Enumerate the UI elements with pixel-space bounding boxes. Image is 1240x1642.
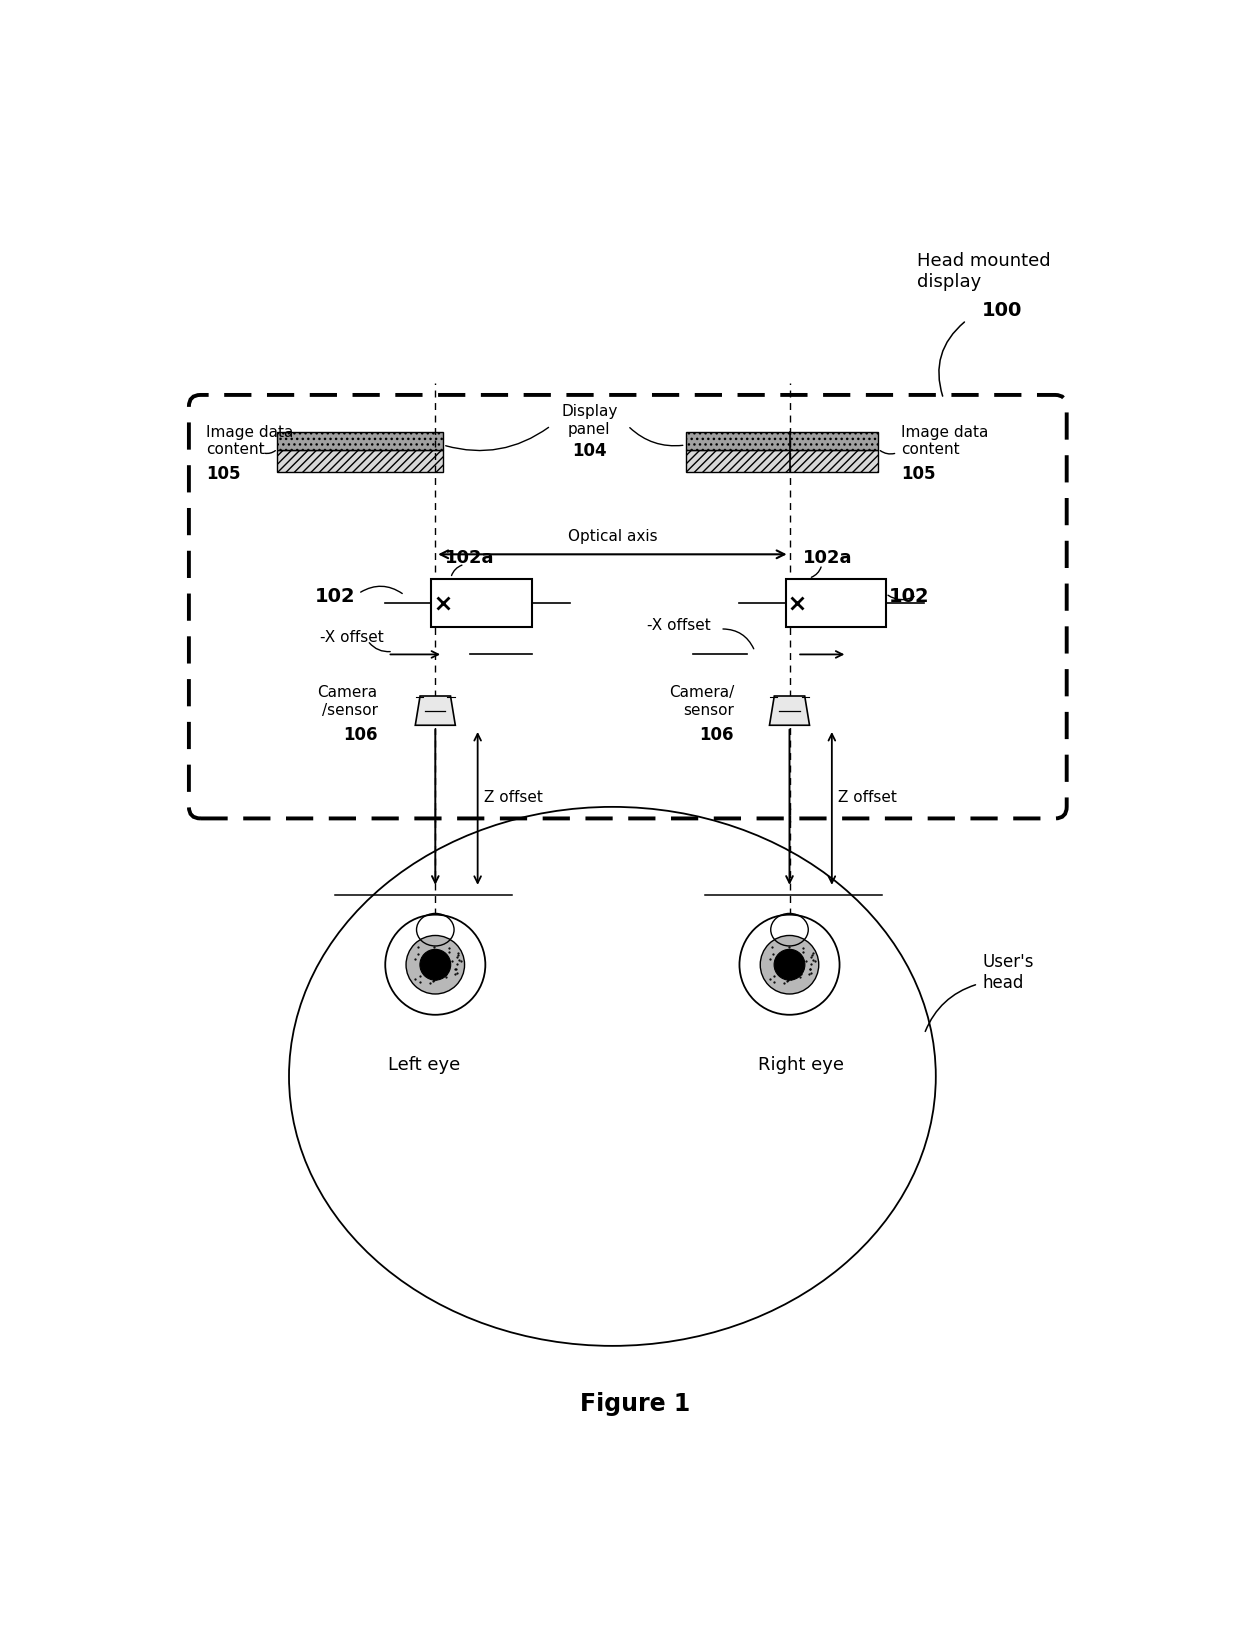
Circle shape	[420, 949, 450, 980]
Bar	[786, 580, 885, 627]
Text: -X offset: -X offset	[320, 631, 383, 645]
Bar	[278, 450, 443, 471]
Text: 102: 102	[889, 588, 929, 606]
Bar	[686, 432, 878, 450]
Text: Image data
content: Image data content	[206, 425, 293, 458]
Polygon shape	[415, 696, 455, 726]
Text: 102: 102	[315, 588, 356, 606]
Text: Image data
content: Image data content	[901, 425, 988, 458]
FancyArrowPatch shape	[630, 427, 683, 445]
Text: 106: 106	[699, 726, 734, 744]
Text: 104: 104	[572, 442, 606, 460]
Text: Camera/
sensor: Camera/ sensor	[668, 685, 734, 718]
FancyArrowPatch shape	[451, 565, 463, 576]
Text: 102a: 102a	[804, 548, 853, 566]
Bar	[686, 450, 878, 471]
FancyArrowPatch shape	[880, 450, 894, 453]
Text: Z offset: Z offset	[484, 790, 543, 805]
Circle shape	[386, 915, 485, 1015]
FancyArrowPatch shape	[888, 594, 914, 599]
Text: User's
head: User's head	[982, 952, 1033, 992]
FancyArrowPatch shape	[811, 566, 821, 578]
Text: Figure 1: Figure 1	[580, 1392, 691, 1415]
FancyArrowPatch shape	[925, 985, 976, 1031]
Text: Z offset: Z offset	[838, 790, 897, 805]
FancyArrowPatch shape	[265, 450, 275, 453]
Text: Optical axis: Optical axis	[568, 529, 657, 544]
FancyArrowPatch shape	[445, 427, 548, 450]
Text: 102a: 102a	[445, 548, 495, 566]
Circle shape	[774, 949, 805, 980]
Bar	[278, 432, 443, 450]
Text: Camera
/sensor: Camera /sensor	[317, 685, 377, 718]
Circle shape	[405, 936, 465, 993]
FancyArrowPatch shape	[939, 322, 965, 396]
Text: Right eye: Right eye	[758, 1056, 844, 1074]
FancyArrowPatch shape	[723, 629, 754, 649]
FancyArrowPatch shape	[370, 642, 391, 652]
FancyArrowPatch shape	[361, 586, 402, 593]
Text: Left eye: Left eye	[388, 1056, 460, 1074]
Polygon shape	[770, 696, 810, 726]
Text: 105: 105	[206, 465, 241, 483]
Text: 100: 100	[982, 300, 1022, 320]
Text: 105: 105	[901, 465, 936, 483]
Bar	[432, 580, 532, 627]
Text: 106: 106	[343, 726, 377, 744]
Text: Display
panel: Display panel	[562, 404, 618, 437]
Text: Head mounted
display: Head mounted display	[916, 253, 1050, 291]
Text: -X offset: -X offset	[647, 617, 711, 632]
Circle shape	[739, 915, 839, 1015]
Circle shape	[760, 936, 818, 993]
